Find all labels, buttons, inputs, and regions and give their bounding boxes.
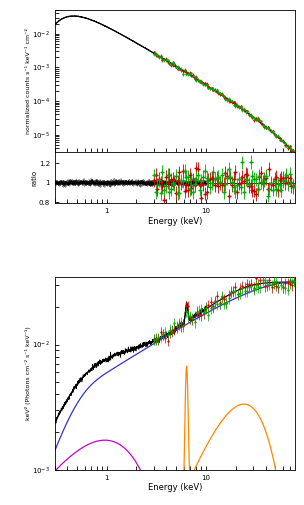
Y-axis label: normalized counts s⁻¹ keV⁻¹ cm⁻²: normalized counts s⁻¹ keV⁻¹ cm⁻² <box>26 28 30 134</box>
Y-axis label: keV² (Photons cm⁻² s⁻¹ keV⁻¹): keV² (Photons cm⁻² s⁻¹ keV⁻¹) <box>25 326 31 420</box>
X-axis label: Energy (keV): Energy (keV) <box>148 217 202 226</box>
X-axis label: Energy (keV): Energy (keV) <box>148 483 202 492</box>
Y-axis label: ratio: ratio <box>31 170 37 186</box>
